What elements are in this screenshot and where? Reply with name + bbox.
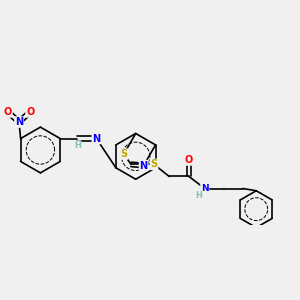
Text: O: O xyxy=(185,155,193,165)
Text: N: N xyxy=(92,134,101,144)
Text: N: N xyxy=(201,184,208,193)
Text: H: H xyxy=(74,141,81,150)
Text: N: N xyxy=(15,117,23,127)
Text: N: N xyxy=(140,160,148,171)
Text: H: H xyxy=(196,191,202,200)
Text: S: S xyxy=(120,149,128,159)
Text: O: O xyxy=(26,107,34,117)
Text: O: O xyxy=(4,107,12,117)
Text: S: S xyxy=(150,159,158,170)
